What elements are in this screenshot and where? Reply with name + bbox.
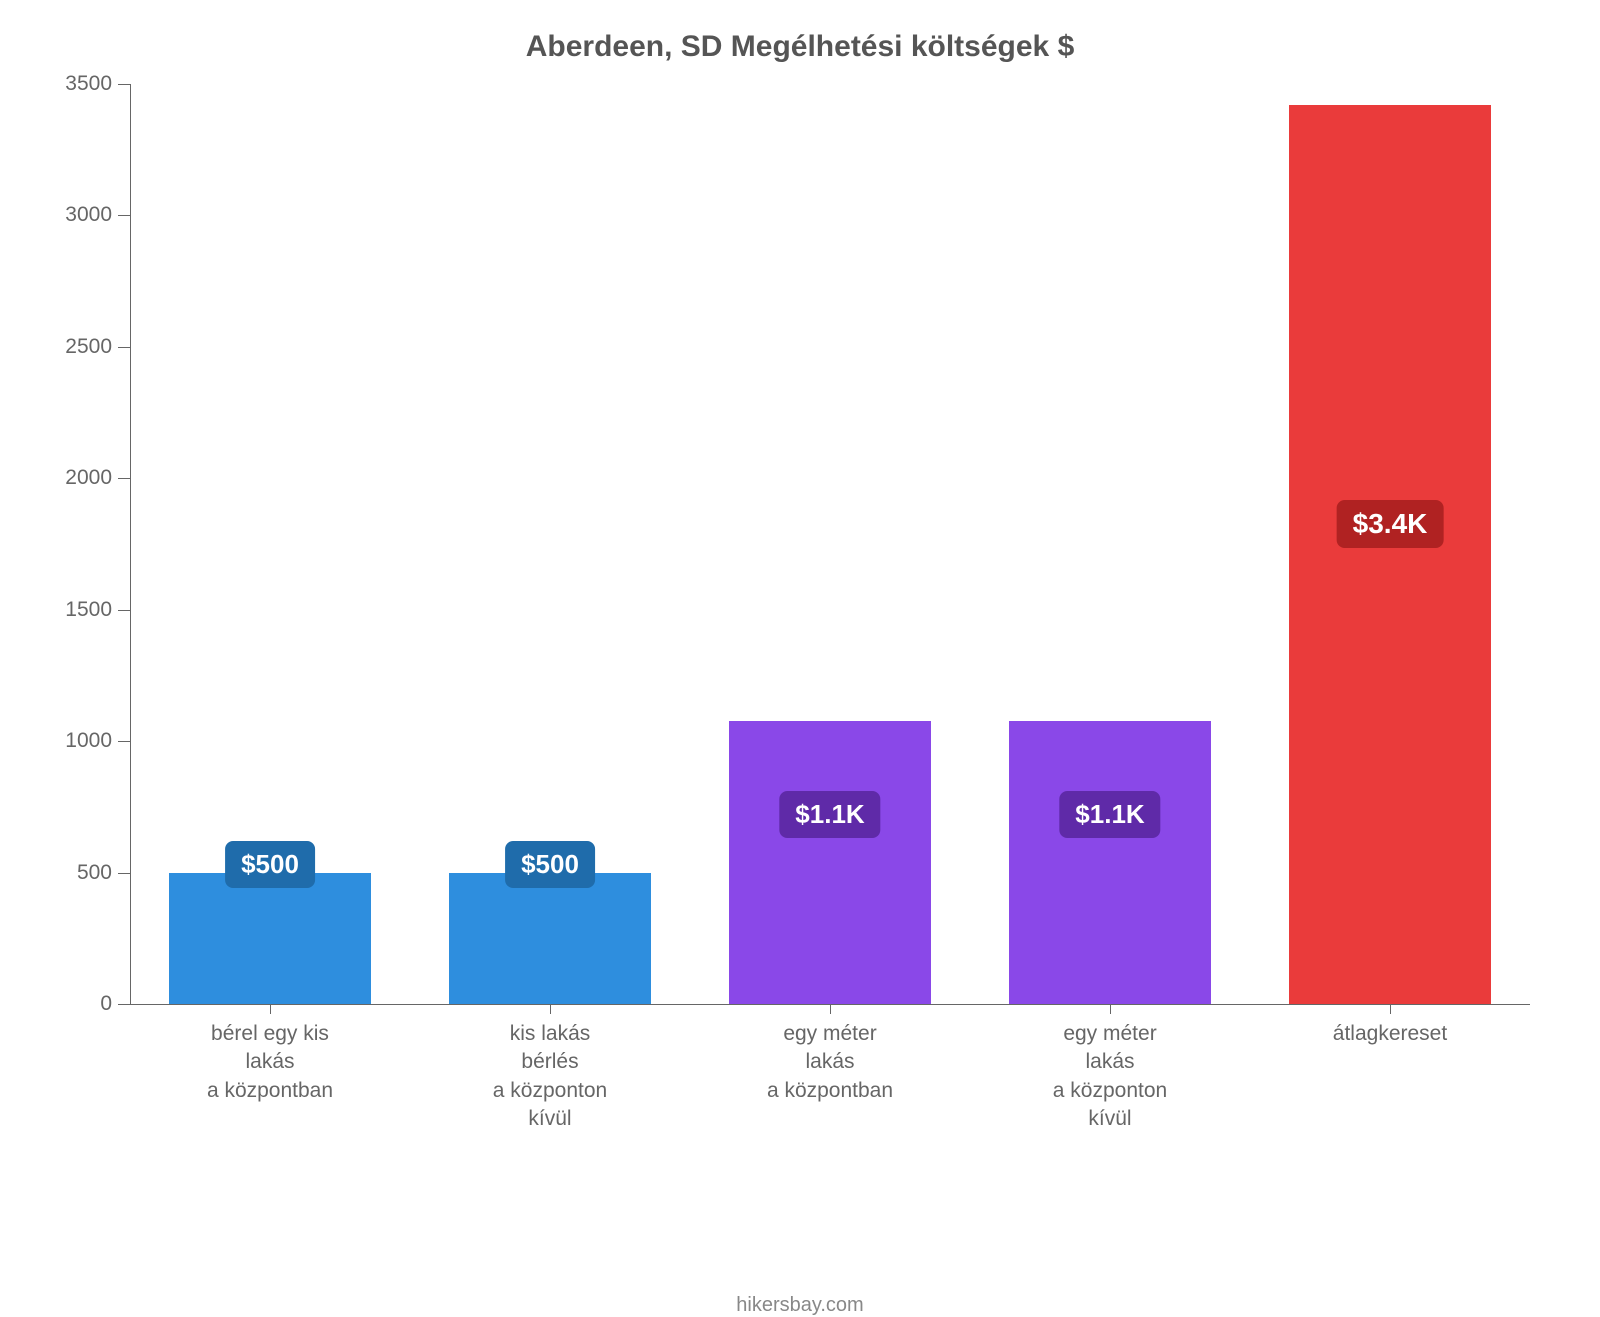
- x-tick-slot: egy méter lakása központban: [690, 1004, 970, 1144]
- x-tick-label: egy méter lakása központonkívül: [1040, 1020, 1180, 1133]
- bar-slot: $1.1K: [970, 84, 1250, 1004]
- bar-sqm_outside: $1.1K: [1009, 721, 1211, 1004]
- x-tick-label: bérel egy kis lakása központban: [200, 1020, 340, 1105]
- x-axis: bérel egy kis lakása központban kis lakás…: [130, 1004, 1530, 1144]
- x-tick-label: egy méter lakása központban: [760, 1020, 900, 1105]
- y-tick-label: 2000: [65, 466, 130, 490]
- bar-sqm_center: $1.1K: [729, 721, 931, 1004]
- value-badge: $1.1K: [1059, 791, 1160, 838]
- x-tick-slot: átlagkereset: [1250, 1004, 1530, 1144]
- x-tick-slot: bérel egy kis lakása központban: [130, 1004, 410, 1144]
- bar-rent_small_outside: $500: [449, 873, 651, 1004]
- bar-rent_small_center: $500: [169, 873, 371, 1004]
- x-tick-mark: [830, 1004, 831, 1014]
- y-tick-label: 1500: [65, 598, 130, 622]
- x-tick-label: átlagkereset: [1333, 1020, 1447, 1048]
- x-tick-mark: [1110, 1004, 1111, 1014]
- y-tick-label: 0: [100, 992, 130, 1016]
- x-tick-mark: [550, 1004, 551, 1014]
- bar-avg_salary: $3.4K: [1289, 105, 1491, 1004]
- bars-container: $500$500$1.1K$1.1K$3.4K: [130, 84, 1530, 1004]
- x-tick-mark: [270, 1004, 271, 1014]
- y-tick-label: 500: [77, 861, 130, 885]
- value-badge: $1.1K: [779, 791, 880, 838]
- bar-slot: $500: [130, 84, 410, 1004]
- attribution: hikersbay.com: [40, 1294, 1560, 1317]
- y-tick-label: 1000: [65, 729, 130, 753]
- y-tick-label: 2500: [65, 335, 130, 359]
- bar-slot: $3.4K: [1250, 84, 1530, 1004]
- x-tick-slot: kis lakás bérlésa központonkívül: [410, 1004, 690, 1144]
- chart-title: Aberdeen, SD Megélhetési költségek $: [40, 30, 1560, 64]
- x-tick-slot: egy méter lakása központonkívül: [970, 1004, 1250, 1144]
- plot-area: $500$500$1.1K$1.1K$3.4K 0500100015002000…: [130, 84, 1530, 1004]
- cost-of-living-chart: Aberdeen, SD Megélhetési költségek $ $50…: [0, 0, 1600, 1200]
- bar-slot: $1.1K: [690, 84, 970, 1004]
- x-tick-label: kis lakás bérlésa központonkívül: [480, 1020, 620, 1133]
- value-badge: $3.4K: [1337, 500, 1444, 548]
- y-tick-label: 3500: [65, 72, 130, 96]
- value-badge: $500: [225, 841, 315, 888]
- bar-slot: $500: [410, 84, 690, 1004]
- y-tick-label: 3000: [65, 203, 130, 227]
- x-tick-mark: [1390, 1004, 1391, 1014]
- x-ticks: bérel egy kis lakása központban kis lakás…: [130, 1004, 1530, 1144]
- value-badge: $500: [505, 841, 595, 888]
